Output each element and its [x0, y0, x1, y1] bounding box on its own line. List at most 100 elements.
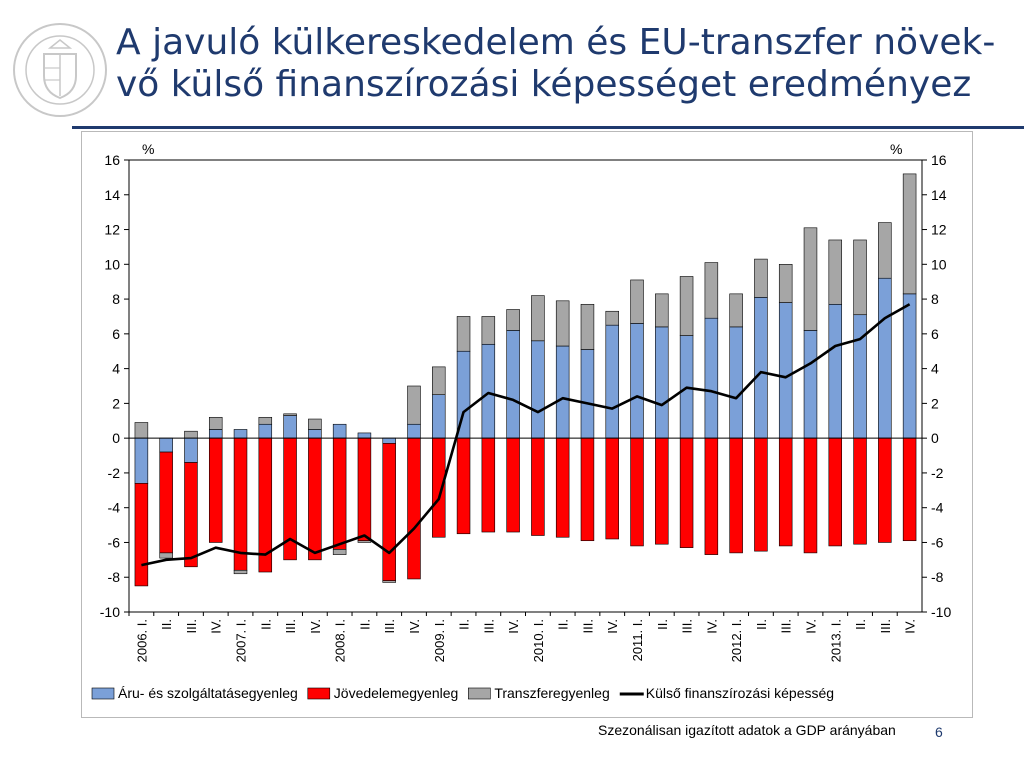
- x-tick-label: 2009. I.: [432, 619, 447, 662]
- page-title-line-1: A javuló külkereskedelem és EU-transzfer…: [116, 22, 996, 63]
- plot-area: [128, 159, 923, 613]
- chart-frame: 16 16 14 14 12 12 10 10 8 8 6 6 4 4 2 2 0 0 -2 -2 -4 -4 -6 -6 -8…: [81, 131, 973, 718]
- y-tick-label-left: 2: [112, 395, 120, 411]
- bar-series0-26: [778, 302, 793, 439]
- x-tick-label: 2007. I.: [234, 619, 249, 662]
- bar-series0-29: [853, 314, 867, 439]
- bar-series2-29: [853, 239, 867, 316]
- bar-series1-3: [208, 437, 223, 543]
- bar-series2-19: [605, 310, 619, 326]
- x-tick-label: IV.: [506, 619, 521, 634]
- bar-series2-13: [456, 316, 471, 352]
- bar-series1-2: [184, 462, 198, 568]
- bar-series1-24: [729, 437, 743, 554]
- x-tick-label: IV.: [803, 619, 818, 634]
- bar-series2-7: [308, 418, 322, 430]
- y-tick-label-right: 10: [931, 256, 947, 272]
- x-tick-label: III.: [580, 619, 595, 633]
- bar-series1-10: [382, 443, 396, 582]
- bar-series0-10: [382, 437, 396, 444]
- bar-series2-23: [704, 262, 719, 319]
- bar-series0-16: [531, 340, 545, 439]
- bar-series0-15: [506, 330, 520, 439]
- y-unit-left: %: [142, 141, 154, 157]
- bar-series1-17: [555, 437, 570, 538]
- bar-series1-0: [134, 483, 149, 587]
- bar-series2-16: [531, 295, 545, 342]
- bar-series1-21: [655, 437, 669, 545]
- bar-series1-16: [531, 437, 545, 536]
- x-tick-label: IV.: [704, 619, 719, 634]
- bar-series0-19: [605, 324, 619, 439]
- bar-series0-28: [828, 303, 843, 439]
- bar-series0-14: [481, 343, 496, 439]
- bar-series0-27: [803, 330, 818, 439]
- x-tick-label: III.: [481, 619, 496, 633]
- bar-series1-19: [605, 437, 619, 540]
- page-title-line-2: vő külső finanszírozási képességet eredm…: [116, 64, 972, 105]
- page-number: 6: [935, 724, 943, 740]
- legend-swatch-0: [91, 687, 115, 700]
- y-tick-label-right: 4: [931, 361, 939, 377]
- bar-series1-29: [853, 437, 867, 545]
- bar-series1-18: [580, 437, 595, 542]
- bar-series1-27: [803, 437, 818, 554]
- bar-series0-7: [308, 429, 322, 439]
- y-tick-label-left: 12: [104, 222, 120, 238]
- y-tick-label-left: 6: [112, 326, 120, 342]
- legend-label-0: Áru- és szolgáltatásegyenleg: [118, 685, 298, 701]
- x-tick-label: II.: [556, 619, 571, 630]
- x-tick-label: III.: [680, 619, 695, 633]
- bar-series2-25: [754, 258, 768, 298]
- bar-series0-8: [332, 423, 347, 439]
- bar-series2-2: [184, 430, 198, 439]
- y-tick-label-left: 16: [104, 152, 120, 168]
- page-title: A javuló külkereskedelem és EU-transzfer…: [116, 22, 995, 106]
- x-tick-label: 2008. I.: [333, 619, 348, 662]
- x-tick-label: II.: [357, 619, 372, 630]
- bar-series0-0: [134, 437, 149, 484]
- bar-series1-31: [902, 437, 917, 542]
- y-tick-label-right: 6: [931, 326, 939, 342]
- x-tick-label: III.: [779, 619, 794, 633]
- bar-series2-26: [778, 264, 793, 303]
- bar-series0-21: [655, 326, 669, 439]
- x-tick-label: II.: [655, 619, 670, 630]
- x-tick-label: IV.: [903, 619, 918, 634]
- y-tick-label-right: 14: [931, 187, 947, 203]
- bar-series2-6: [283, 413, 297, 416]
- bar-series0-30: [878, 277, 892, 439]
- bar-series0-20: [630, 323, 644, 439]
- y-tick-label-left: 8: [112, 291, 120, 307]
- bar-series2-30: [878, 222, 892, 279]
- bar-series0-11: [407, 423, 421, 439]
- bar-series2-4: [233, 569, 248, 575]
- bar-series0-23: [704, 317, 719, 439]
- bar-series1-1: [159, 451, 173, 554]
- x-tick-label: IV.: [407, 619, 422, 634]
- x-tick-label: III.: [283, 619, 298, 633]
- y-tick-label-right: -10: [931, 604, 951, 620]
- legend-label-1: Jövedelemegyenleg: [334, 685, 459, 701]
- bar-series2-15: [506, 309, 520, 331]
- bar-series1-15: [506, 437, 520, 533]
- bar-series2-8: [332, 549, 347, 555]
- x-tick-label: III.: [382, 619, 397, 633]
- bar-series2-20: [630, 279, 644, 324]
- bar-series0-5: [258, 423, 273, 439]
- bar-series1-7: [308, 437, 322, 561]
- x-tick-label: II.: [754, 619, 769, 630]
- legend-label-2: Transzferegyenleg: [494, 685, 609, 701]
- bar-series1-8: [332, 437, 347, 550]
- x-tick-label: 2013. I.: [828, 619, 843, 662]
- y-tick-label-left: 4: [112, 361, 120, 377]
- x-tick-label: III.: [878, 619, 893, 633]
- y-tick-label-left: -10: [100, 604, 120, 620]
- bar-series2-0: [134, 422, 149, 439]
- bar-series0-18: [580, 349, 595, 439]
- title-divider: [72, 126, 1024, 129]
- bar-series1-4: [233, 437, 248, 571]
- y-tick-label-right: -8: [931, 569, 944, 585]
- y-tick-label-left: -8: [108, 569, 121, 585]
- bar-series2-18: [580, 303, 595, 350]
